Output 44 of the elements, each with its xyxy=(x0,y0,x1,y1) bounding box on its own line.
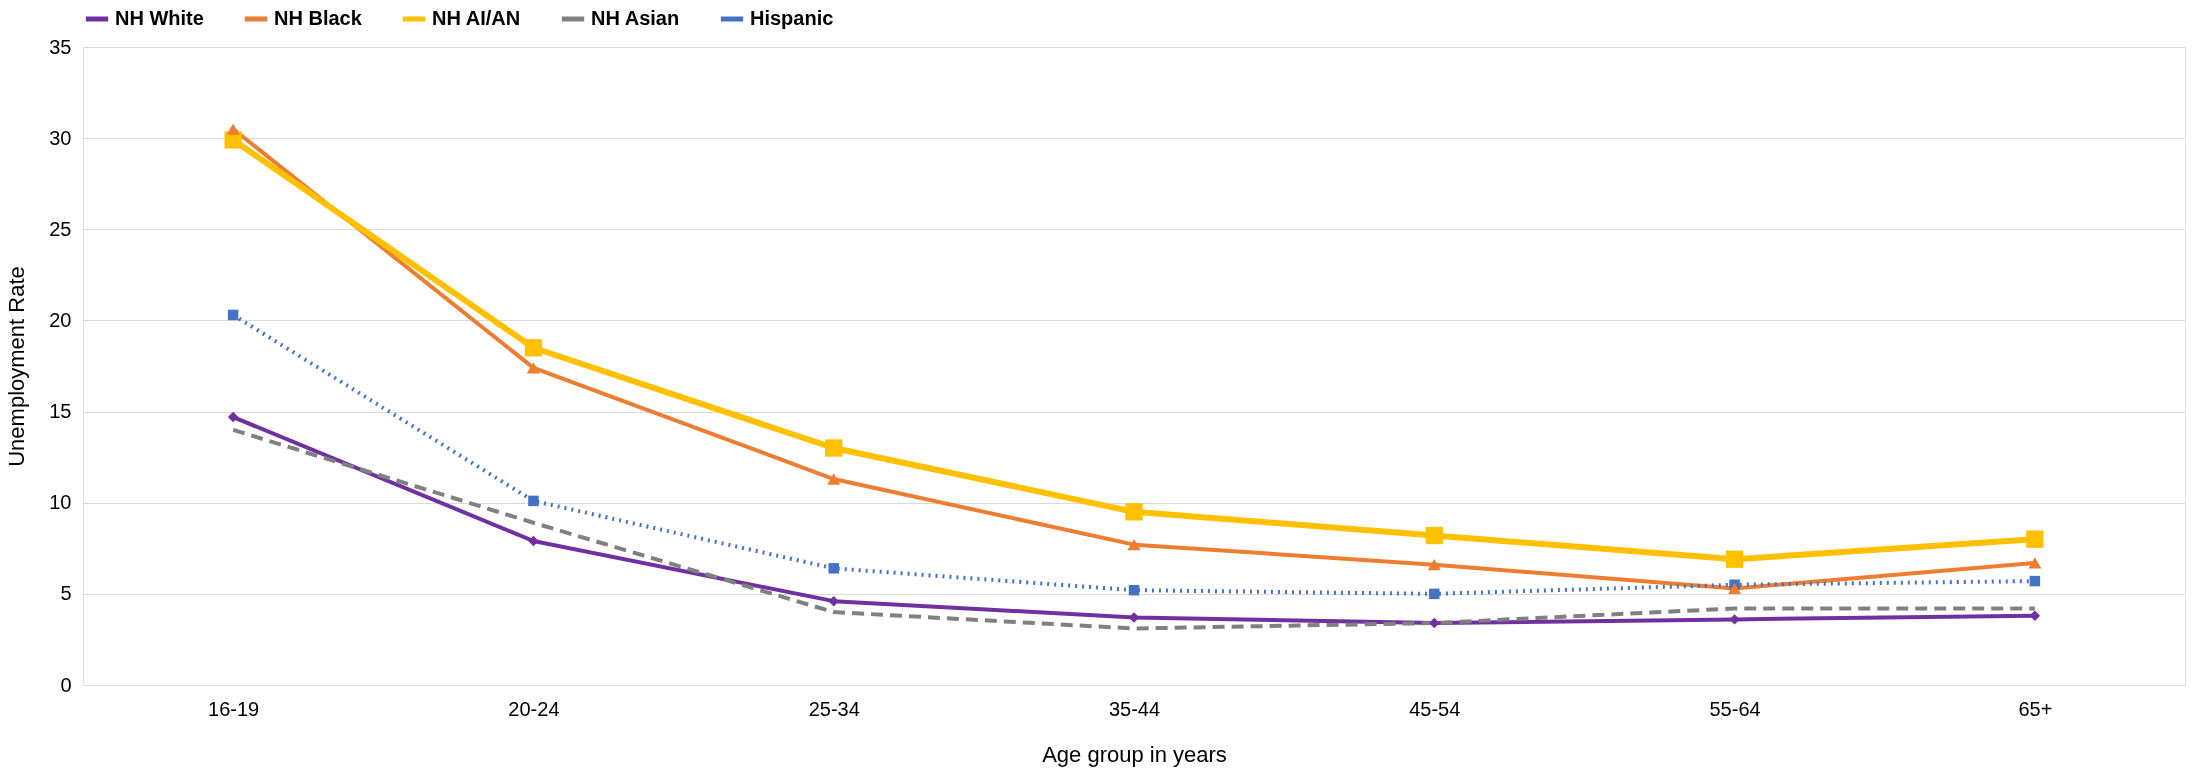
y-tick-label: 0 xyxy=(60,673,72,696)
x-tick-label: 20-24 xyxy=(508,697,560,720)
point xyxy=(528,535,539,547)
x-tick-label: 65+ xyxy=(2018,697,2053,720)
y-tick-label: 15 xyxy=(49,400,72,423)
y-tick-label: 35 xyxy=(49,35,72,58)
y-tick-label: 25 xyxy=(49,217,72,240)
y-tick-label: 20 xyxy=(49,308,72,331)
point xyxy=(825,439,843,457)
point xyxy=(828,563,839,574)
point xyxy=(226,123,240,135)
point xyxy=(2028,557,2042,569)
point xyxy=(1429,588,1440,600)
legend-label: NH Asian xyxy=(591,7,680,29)
y-axis-title: Unemployment Rate xyxy=(4,266,30,467)
point xyxy=(1127,538,1141,551)
point xyxy=(2029,575,2041,587)
y-tick-label: 10 xyxy=(49,491,72,514)
point xyxy=(524,339,543,357)
legend-label: Hispanic xyxy=(750,7,834,29)
point xyxy=(1427,559,1441,571)
x-tick-label: 25-34 xyxy=(808,697,860,720)
x-tick-label: 16-19 xyxy=(208,697,260,720)
point xyxy=(1728,582,1742,595)
point xyxy=(1125,503,1143,521)
point xyxy=(227,309,239,321)
point xyxy=(828,595,839,607)
x-axis-title: Age group in years xyxy=(1042,741,1227,767)
point xyxy=(528,495,539,507)
x-tick-label: 35-44 xyxy=(1108,697,1161,720)
point xyxy=(2026,530,2044,548)
y-tick-label: 30 xyxy=(49,126,72,149)
legend-label: NH Black xyxy=(274,7,363,29)
legend-label: NH White xyxy=(115,7,204,29)
point xyxy=(1128,584,1140,596)
x-tick-label: 55-64 xyxy=(1709,697,1761,720)
point xyxy=(827,473,841,485)
point xyxy=(227,411,239,423)
point xyxy=(1425,526,1443,545)
point xyxy=(526,362,540,374)
x-tick-label: 45-54 xyxy=(1409,697,1461,720)
point xyxy=(1725,550,1744,568)
y-tick-label: 5 xyxy=(60,582,72,605)
legend-label: NH AI/AN xyxy=(432,7,521,29)
